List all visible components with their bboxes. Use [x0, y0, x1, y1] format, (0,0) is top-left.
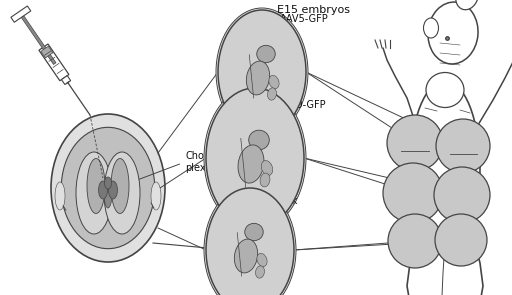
- Polygon shape: [41, 46, 53, 58]
- Ellipse shape: [55, 182, 65, 210]
- Ellipse shape: [206, 88, 304, 228]
- Ellipse shape: [245, 223, 263, 241]
- Ellipse shape: [151, 182, 161, 210]
- Ellipse shape: [238, 145, 264, 183]
- Ellipse shape: [76, 152, 112, 234]
- Circle shape: [383, 163, 443, 223]
- Ellipse shape: [109, 181, 117, 199]
- Ellipse shape: [234, 239, 258, 273]
- Circle shape: [434, 167, 490, 223]
- Polygon shape: [61, 76, 71, 85]
- Ellipse shape: [218, 10, 306, 134]
- Polygon shape: [22, 16, 56, 64]
- Ellipse shape: [111, 158, 129, 214]
- Ellipse shape: [423, 18, 438, 38]
- Ellipse shape: [216, 8, 308, 136]
- Ellipse shape: [98, 181, 108, 199]
- Ellipse shape: [104, 177, 112, 189]
- Text: AAV5-GFP: AAV5-GFP: [280, 14, 329, 24]
- Ellipse shape: [104, 152, 140, 234]
- Ellipse shape: [261, 160, 273, 176]
- Ellipse shape: [257, 253, 267, 267]
- Text: AAV9-GFP: AAV9-GFP: [278, 100, 327, 110]
- Circle shape: [436, 119, 490, 173]
- Circle shape: [388, 214, 442, 268]
- Ellipse shape: [104, 178, 112, 208]
- Ellipse shape: [249, 130, 269, 150]
- Text: E15 embryos: E15 embryos: [277, 5, 350, 15]
- Ellipse shape: [268, 88, 276, 100]
- Ellipse shape: [204, 86, 306, 230]
- Ellipse shape: [246, 61, 270, 95]
- Ellipse shape: [260, 173, 270, 187]
- Ellipse shape: [61, 127, 155, 249]
- Text: Mock: Mock: [272, 196, 297, 206]
- Polygon shape: [11, 6, 31, 22]
- Ellipse shape: [206, 188, 294, 295]
- Ellipse shape: [51, 114, 165, 262]
- Ellipse shape: [410, 81, 480, 255]
- Ellipse shape: [204, 186, 296, 295]
- Ellipse shape: [456, 0, 478, 10]
- Polygon shape: [39, 44, 69, 81]
- Ellipse shape: [269, 76, 279, 88]
- Ellipse shape: [87, 158, 105, 214]
- Ellipse shape: [426, 73, 464, 107]
- Ellipse shape: [255, 266, 265, 278]
- Ellipse shape: [257, 45, 275, 63]
- Circle shape: [387, 115, 443, 171]
- Ellipse shape: [428, 2, 478, 64]
- Circle shape: [435, 214, 487, 266]
- Text: Choroid
plexus: Choroid plexus: [119, 151, 222, 187]
